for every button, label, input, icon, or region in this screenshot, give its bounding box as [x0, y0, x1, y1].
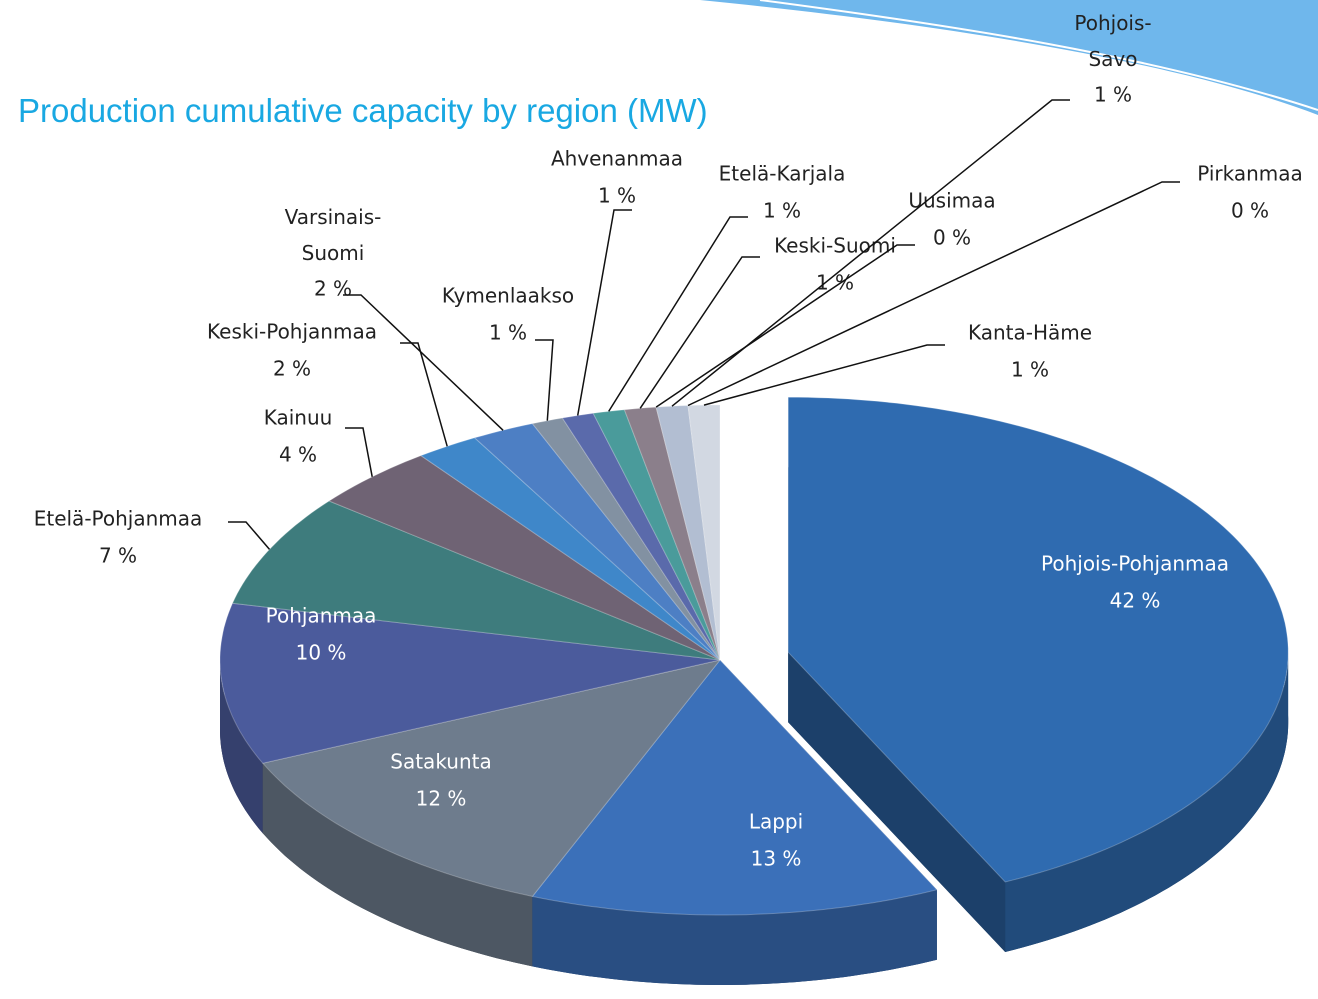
- value-label: 4 %: [279, 443, 317, 467]
- pie: [219, 396, 1289, 985]
- slice-label: Keski-Pohjanmaa: [207, 320, 377, 344]
- leader-line: [639, 256, 760, 409]
- slice-side: [532, 889, 937, 985]
- slice-side: [220, 660, 263, 834]
- leader-line: [535, 339, 554, 421]
- value-label: 1 %: [763, 199, 801, 223]
- slice-label: Lappi: [749, 810, 803, 834]
- slice-label: Etelä-Karjala: [719, 162, 846, 186]
- leader-line: [608, 216, 748, 412]
- leader-line: [687, 181, 1180, 407]
- value-label: 1 %: [1011, 358, 1049, 382]
- slice-label: Pirkanmaa: [1197, 162, 1303, 186]
- slice-label: Kanta-Häme: [968, 321, 1092, 345]
- value-label: 7 %: [99, 544, 137, 568]
- leader-line: [576, 209, 632, 416]
- slice-label: Satakunta: [390, 750, 491, 774]
- leader-line: [671, 99, 1070, 407]
- value-label: 0 %: [933, 226, 971, 250]
- slice: [328, 455, 721, 661]
- value-label: 1 %: [1094, 83, 1132, 107]
- value-label: 2 %: [273, 357, 311, 381]
- value-label: 10 %: [296, 641, 347, 665]
- slice-label: Pohjois-Savo: [1074, 11, 1151, 71]
- decor-line: [759, 0, 1318, 111]
- value-label: 0 %: [1231, 199, 1269, 223]
- value-label: 13 %: [751, 847, 802, 871]
- slice-label: Kainuu: [264, 406, 333, 430]
- slice: [219, 602, 721, 764]
- slice-label: Ahvenanmaa: [551, 147, 683, 171]
- slice: [419, 437, 721, 661]
- value-label: 1 %: [598, 184, 636, 208]
- slice-label: Kymenlaakso: [442, 284, 574, 308]
- value-label: 1 %: [489, 321, 527, 345]
- leader-line: [343, 294, 504, 431]
- slice-label: Uusimaa: [908, 189, 995, 213]
- slice-label: Pohjanmaa: [266, 604, 377, 628]
- slice: [787, 396, 1289, 883]
- slice-wall: [788, 652, 1006, 952]
- chart-title: Production cumulative capacity by region…: [18, 92, 708, 129]
- slice: [261, 659, 722, 897]
- slice-side: [262, 763, 533, 967]
- slice-side: [1005, 652, 1289, 952]
- slice-label: Keski-Suomi: [774, 234, 896, 258]
- value-label: 2 %: [314, 277, 352, 301]
- leader-line: [345, 427, 373, 477]
- labels: Pohjois-Pohjanmaa 42 % Lappi 13 % Satakunta 1…: [34, 11, 1303, 871]
- leader-line: [703, 344, 945, 406]
- slice: [531, 659, 938, 916]
- slice-label: Pohjois-Pohjanmaa: [1041, 552, 1229, 576]
- leader-line: [655, 244, 915, 408]
- value-label: 42 %: [1110, 589, 1161, 613]
- value-label: 12 %: [416, 787, 467, 811]
- slice-label: Etelä-Pohjanmaa: [34, 507, 203, 531]
- leader-line: [400, 342, 448, 447]
- decor-swoosh: [700, 0, 1318, 115]
- leader-line: [228, 521, 271, 550]
- slice-label: Varsinais-Suomi: [285, 205, 382, 265]
